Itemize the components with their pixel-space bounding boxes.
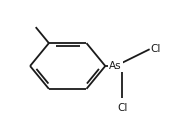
Text: Cl: Cl xyxy=(117,103,127,113)
Text: Cl: Cl xyxy=(150,44,161,54)
Text: As: As xyxy=(109,61,122,71)
